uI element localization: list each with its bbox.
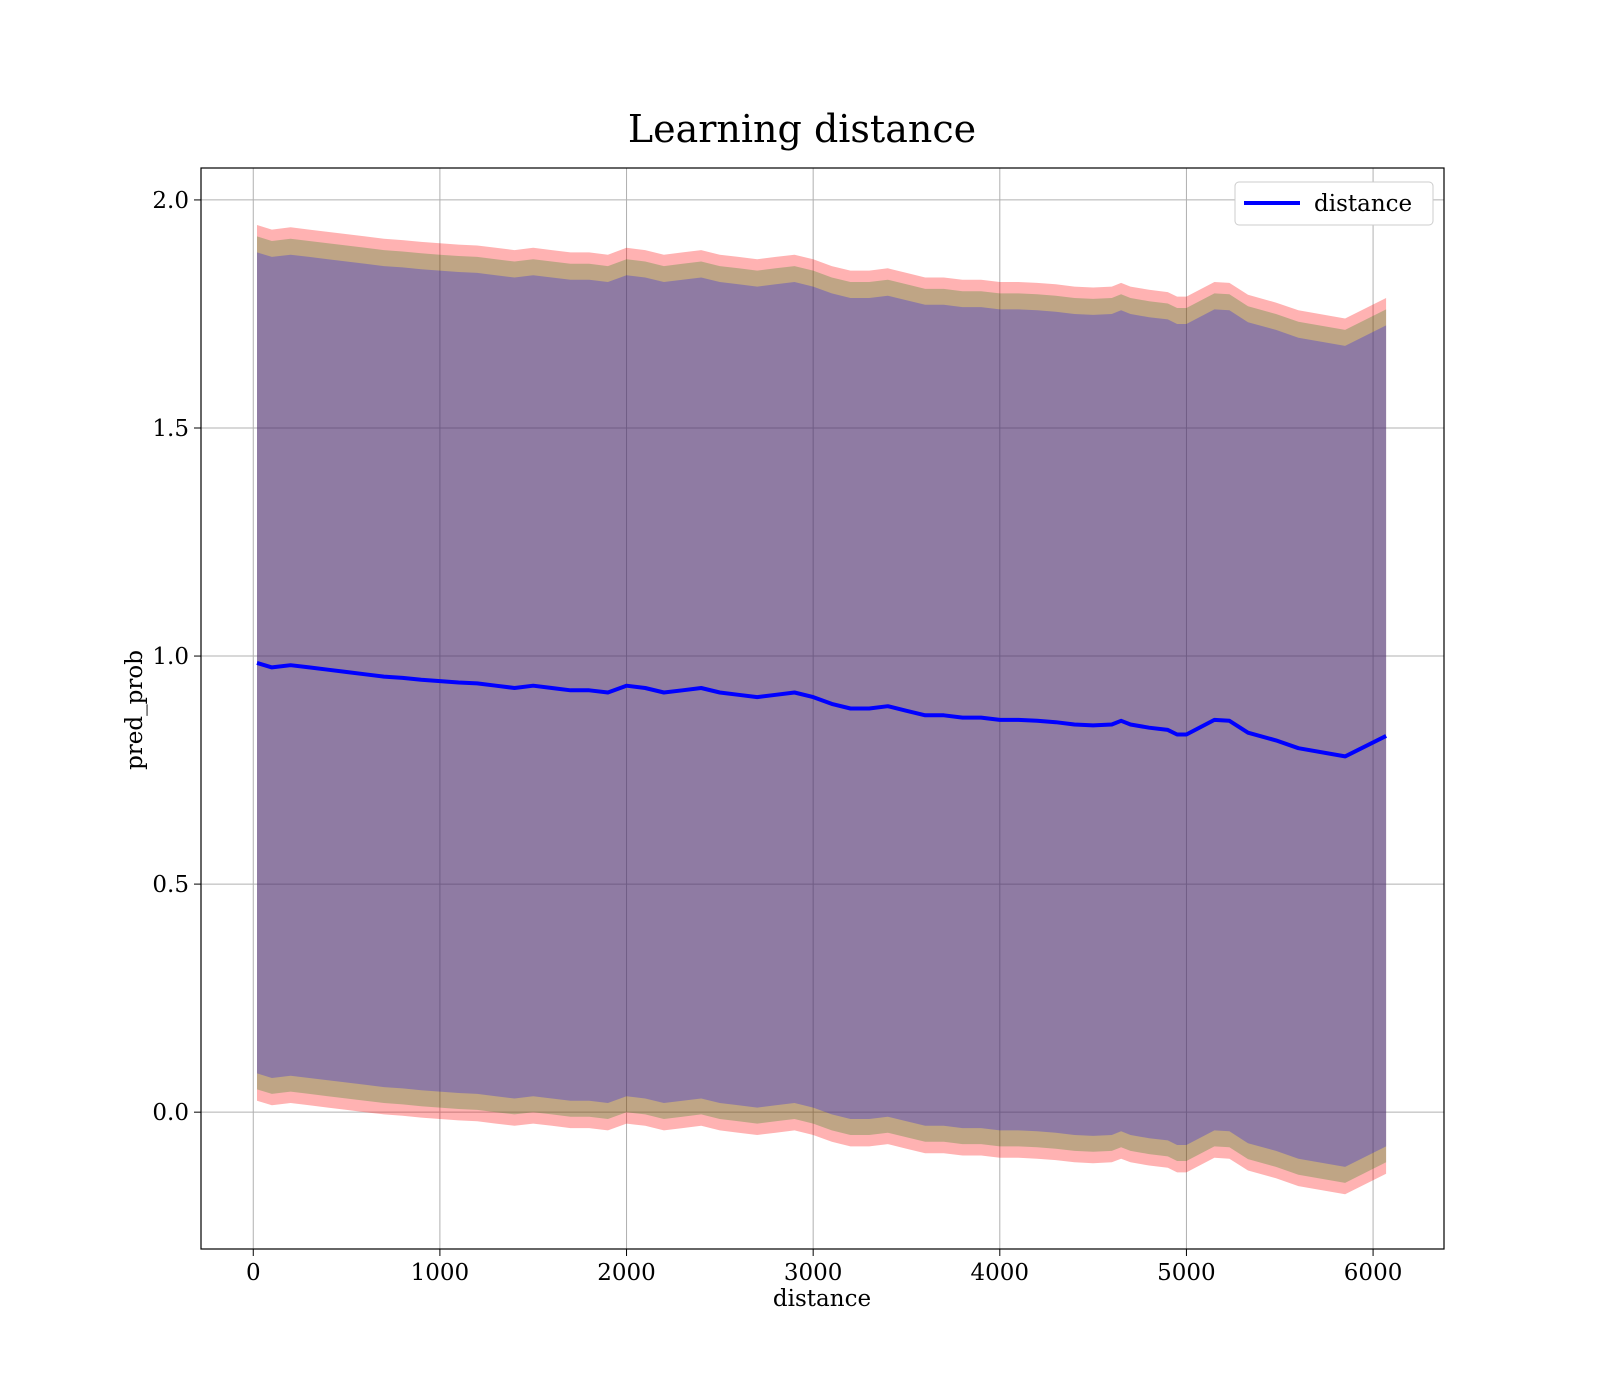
chart-title: Learning distance [628,107,976,151]
x-tick-label-5000: 5000 [1157,1260,1216,1286]
band-middle [257,236,1387,1183]
legend-label: distance [1314,191,1412,217]
band-outer [257,225,1387,1195]
x-tick-label-4000: 4000 [971,1260,1030,1286]
y-tick-label-1.0: 1.0 [152,644,189,670]
axes-frame [200,167,1445,1250]
x-tick-label-2000: 2000 [597,1260,656,1286]
band-inner [257,252,1387,1167]
series-line-distance [256,660,1387,759]
y-tick-label-0.0: 0.0 [152,1100,189,1126]
legend-box [1234,181,1434,226]
series-group [256,225,1387,1195]
y-axis-label: pred_prob [122,650,148,770]
x-tick-label-6000: 6000 [1344,1260,1403,1286]
plot-area: 0 1000 2000 3000 4000 5000 6000 0.0 0.5 1.0 1.5 2.0 [152,167,1445,1286]
y-tick-label-2.0: 2.0 [152,188,189,214]
legend: distance [1234,181,1434,226]
y-tick-label-1.5: 1.5 [152,416,189,442]
x-axis-label: distance [773,1286,871,1312]
y-tick-label-0.5: 0.5 [152,872,189,898]
x-tick-label-1000: 1000 [411,1260,470,1286]
x-tick-label-0: 0 [246,1260,261,1286]
x-tick-label-3000: 3000 [784,1260,843,1286]
